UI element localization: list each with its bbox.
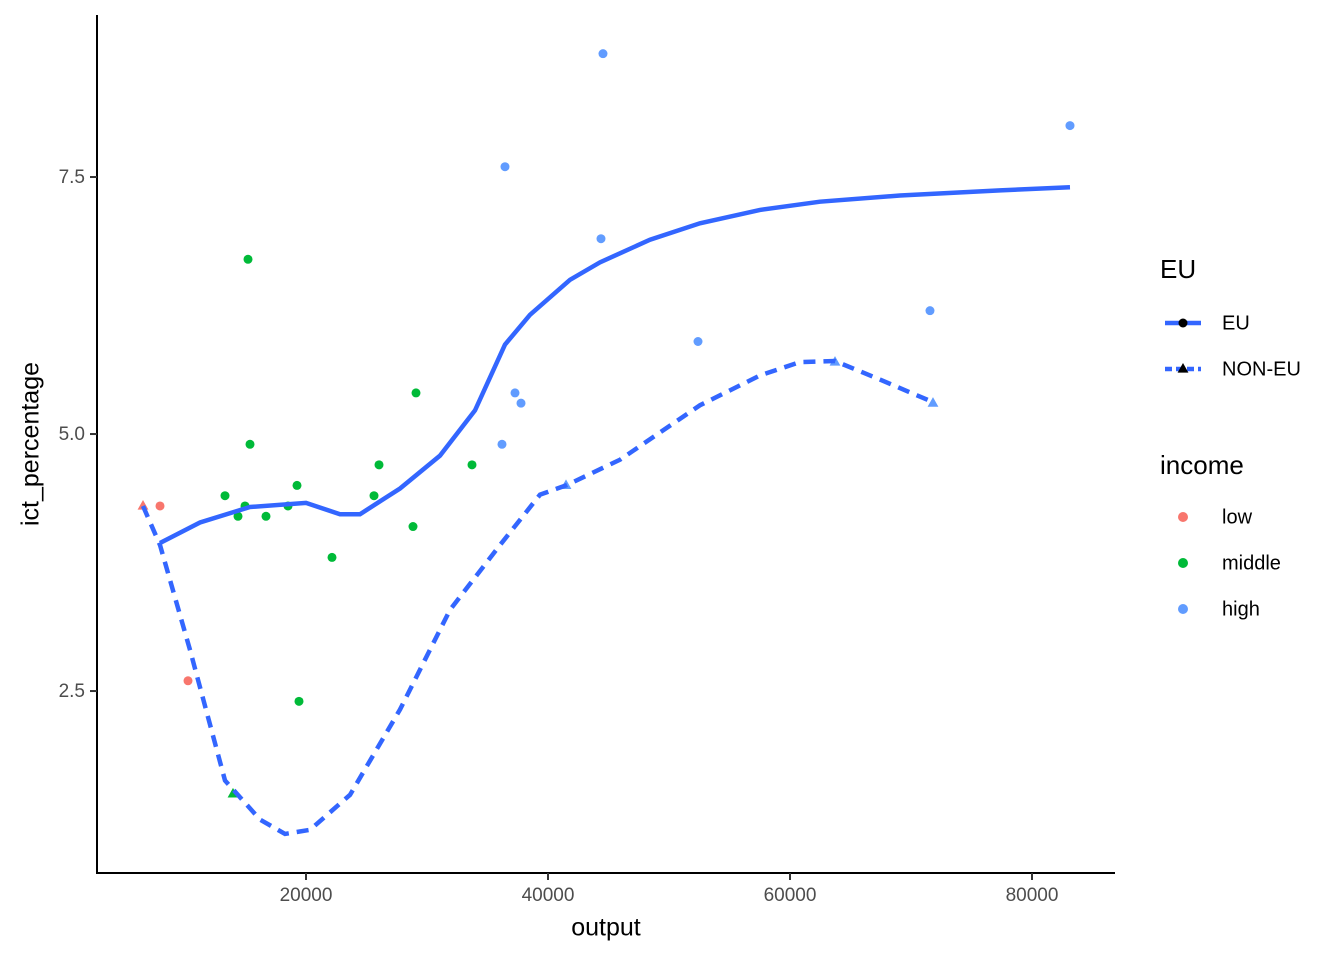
point [220,491,230,501]
point [467,460,477,470]
legend-label: low [1222,506,1253,528]
point [374,460,384,470]
x-tick-label: 20000 [280,885,333,906]
legend-label: high [1222,598,1260,620]
legend-title: income [1160,450,1244,480]
legend-key [1178,558,1188,568]
point [927,397,939,407]
legend-title: EU [1160,254,1196,284]
legend-key [1178,512,1188,522]
y-axis-title: ict_percentage [17,362,45,526]
point [925,306,935,316]
smooth-line [140,358,934,837]
point [155,501,165,511]
point [510,388,520,398]
legend-key-shape [1177,363,1189,373]
x-axis-title: output [571,914,641,942]
x-tick-label: 40000 [522,885,575,906]
legend-key-shape [1178,318,1188,328]
y-tick-label: 7.5 [59,167,85,188]
point [500,162,510,172]
point [233,511,243,521]
point [516,398,526,408]
legend-label: middle [1222,552,1281,574]
point [294,696,304,706]
point [1065,121,1075,131]
point [369,491,379,501]
point [411,388,421,398]
point [292,480,302,490]
legend-label: NON-EU [1222,358,1301,380]
point [245,439,255,449]
point [598,49,608,59]
point [183,676,193,686]
point [327,552,337,562]
point [596,234,606,244]
smooth-line [158,185,1071,546]
point [693,337,703,347]
y-tick-label: 5.0 [59,424,85,445]
y-tick-label: 2.5 [59,681,85,702]
point [243,254,253,264]
point [261,511,271,521]
point [408,522,418,532]
x-tick-label: 60000 [764,885,817,906]
point [497,439,507,449]
legend-label: EU [1222,312,1250,334]
legend-key [1178,604,1188,614]
x-tick-label: 80000 [1006,885,1059,906]
